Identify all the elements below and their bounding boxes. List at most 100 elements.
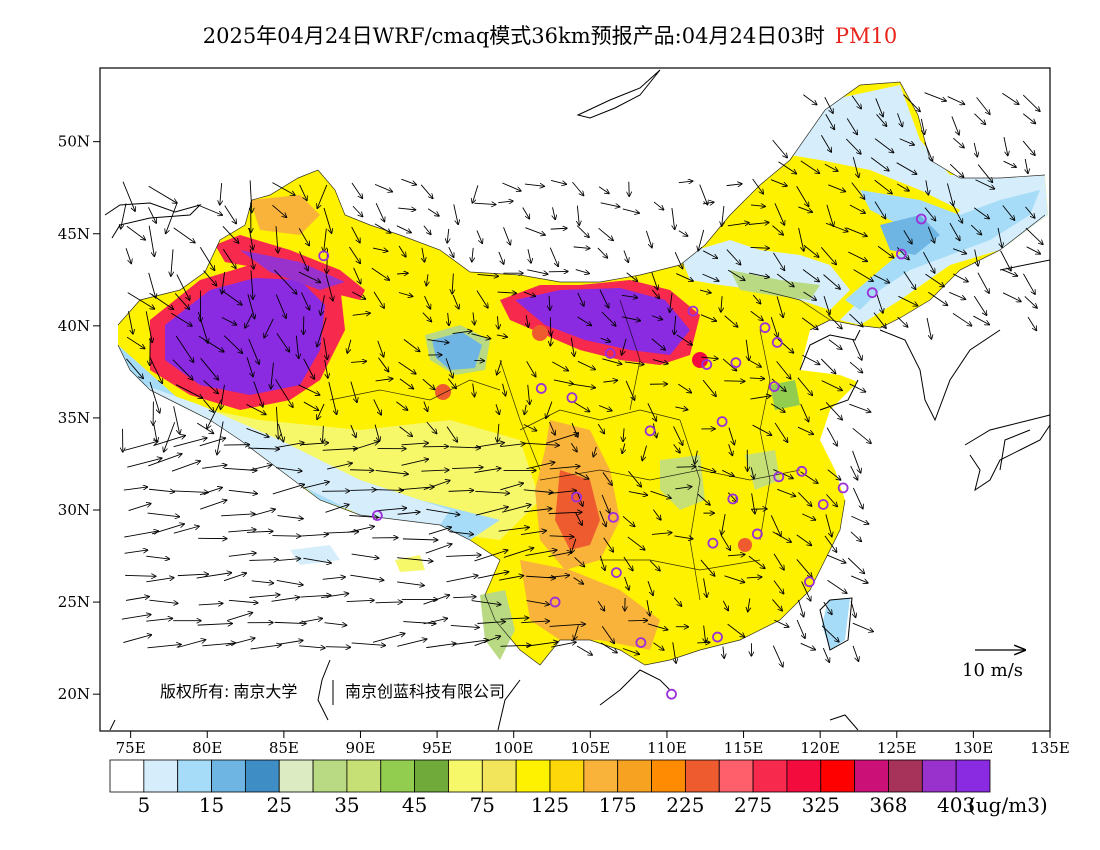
wind-arrow	[221, 317, 237, 325]
wind-arrow	[352, 205, 363, 217]
colorbar-swatch	[278, 759, 314, 793]
wind-arrow	[148, 454, 182, 467]
wind-arrow	[425, 544, 452, 554]
wind-arrow	[550, 180, 566, 184]
wind-arrow	[221, 514, 255, 516]
wind-arrow	[1025, 158, 1028, 174]
wind-arrow	[147, 512, 180, 517]
wind-arrow	[127, 292, 155, 309]
wind-arrow	[125, 575, 156, 576]
colorbar-swatch	[786, 759, 822, 793]
wind-arrow	[573, 247, 590, 249]
wind-arrow	[272, 182, 295, 196]
wind-arrow	[570, 337, 574, 357]
wind-arrow	[973, 207, 989, 219]
wind-arrow	[247, 294, 255, 319]
wind-arrow	[722, 469, 734, 476]
wind-arrow	[449, 447, 481, 448]
lon-tick-label: 100E	[494, 739, 534, 757]
wind-arrow	[146, 618, 173, 622]
wind-arrow	[899, 138, 915, 145]
wind-arrow	[577, 360, 596, 369]
station-marker	[915, 213, 927, 225]
wind-arrow	[328, 381, 337, 415]
wind-arrow	[597, 423, 604, 434]
wind-arrow	[577, 316, 592, 326]
wind-arrow	[224, 468, 257, 470]
wind-arrow	[776, 361, 791, 379]
wind-arrow	[828, 184, 845, 192]
wind-arrow	[553, 379, 574, 384]
colorbar-swatch	[583, 759, 619, 793]
wind-arrow	[750, 396, 770, 400]
wind-arrow	[852, 157, 858, 178]
wind-arrow	[647, 600, 650, 616]
wind-arrow	[850, 601, 856, 617]
wind-arrow	[471, 333, 491, 339]
wind-arrow	[148, 225, 154, 257]
wind-arrow	[427, 339, 449, 343]
wind-arrow	[822, 647, 829, 662]
wind-arrow	[674, 251, 683, 269]
wind-arrow	[423, 618, 448, 625]
wind-arrow	[850, 465, 858, 480]
wind-arrow	[317, 317, 327, 347]
wind-arrow	[549, 466, 580, 470]
wind-arrow	[947, 183, 953, 206]
station-marker	[566, 392, 578, 404]
wind-arrow	[702, 202, 714, 204]
colorbar-swatch	[312, 759, 348, 793]
wind-arrow	[228, 600, 258, 603]
wind-arrow	[477, 274, 499, 276]
wind-arrow	[249, 248, 254, 269]
wind-arrow	[171, 312, 192, 326]
wind-arrow	[601, 626, 614, 643]
wind-arrow	[750, 247, 770, 248]
wind-arrow	[474, 203, 496, 204]
wind-arrow	[678, 230, 688, 237]
wind-arrow	[651, 272, 658, 290]
wind-arrow	[228, 489, 258, 493]
wind-arrow	[171, 461, 201, 472]
wind-arrow	[698, 465, 715, 471]
wind-arrow	[621, 295, 638, 297]
station-marker	[796, 465, 808, 477]
colorbar-swatch	[752, 759, 788, 793]
wind-arrow	[973, 295, 986, 315]
colorbar-label: 25	[267, 793, 292, 817]
wind-arrow	[751, 467, 754, 479]
colorbar-swatch	[820, 759, 856, 793]
wind-arrow	[827, 469, 841, 480]
lon-tick-label: 95E	[422, 739, 452, 757]
station-marker	[607, 511, 619, 523]
wind-arrow	[796, 534, 812, 546]
wind-arrow	[925, 273, 944, 287]
wind-arrow	[549, 247, 558, 267]
wind-arrow	[350, 470, 374, 471]
wind-arrow	[1022, 113, 1035, 124]
wind-arrow	[523, 291, 536, 296]
lon-tick-label: 90E	[345, 739, 375, 757]
colorbar-swatch	[448, 759, 483, 793]
wind-arrow	[726, 249, 741, 265]
wind-arrow	[403, 339, 420, 351]
wind-arrow	[149, 489, 174, 492]
wind-arrow	[445, 358, 453, 378]
wind-arrow	[702, 250, 717, 259]
wind-arrow	[798, 206, 812, 212]
colorbar-swatch	[921, 759, 957, 793]
wind-arrow	[622, 443, 625, 454]
wind-arrow	[325, 504, 349, 513]
wind-arrow	[498, 201, 513, 203]
wind-arrow	[374, 183, 392, 191]
wind-arrow	[825, 222, 848, 231]
station-marker	[371, 510, 383, 521]
colorbar-swatch	[718, 759, 754, 793]
colorbar-swatch	[651, 759, 686, 793]
wind-arrow	[477, 572, 509, 579]
wind-arrow	[897, 316, 908, 327]
wind-arrow	[674, 536, 693, 539]
wind-arrow	[177, 574, 209, 576]
wind-arrow	[349, 246, 360, 264]
wind-arrow	[798, 227, 804, 251]
